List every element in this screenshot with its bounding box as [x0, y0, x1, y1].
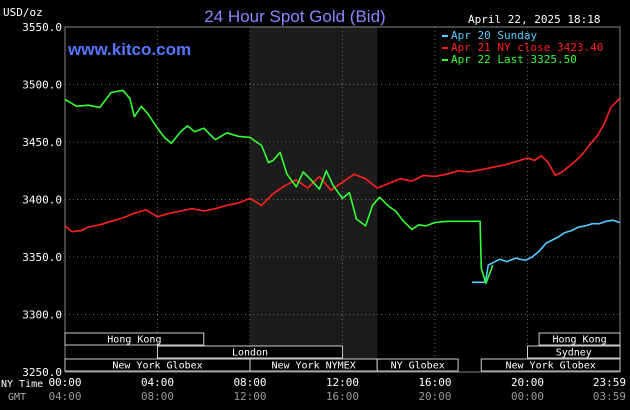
x-tick-gmt: 20:00: [418, 390, 451, 403]
x-tick-ny: 16:00: [418, 376, 451, 389]
session-bar: [527, 345, 621, 359]
y-tick-label: 3450.0: [22, 136, 62, 149]
y-tick-label: 3250.0: [22, 366, 62, 379]
legend-apr20: Apr 20 Sunday: [451, 29, 537, 42]
session-bar: [157, 345, 343, 359]
session-label: New York NYMEX: [271, 361, 355, 372]
session-label: Hong Kong: [552, 335, 606, 346]
x-tick-ny: 00:00: [48, 376, 81, 389]
y-axis-ticks: 3250.0 3300.0 3350.0 3400.0 3450.0 3500.0 3550…: [22, 21, 62, 379]
legend-apr22: Apr 22 Last 3325.50: [451, 53, 577, 66]
session-label: New York Globex: [505, 361, 595, 372]
y-tick-label: 3300.0: [22, 309, 62, 322]
y-tick-label: 3500.0: [22, 79, 62, 92]
legend-swatch-apr22: [442, 59, 448, 61]
session-label: NY Globex: [391, 361, 445, 372]
x-axis-ticks: 00:00 04:00 08:00 12:00 16:00 20:00 23:5904:00…: [48, 376, 626, 403]
session-label: Hong Kong: [107, 335, 161, 346]
market-sessions: Hong Kong London New York Globex New York N…: [64, 332, 621, 372]
y-tick-label: 3350.0: [22, 251, 62, 264]
x-tick-gmt: 03:59: [593, 390, 626, 403]
gmt-label: GMT: [8, 392, 26, 403]
x-tick-ny: 20:00: [511, 376, 544, 389]
session-label: London: [232, 348, 268, 359]
x-tick-ny: 12:00: [326, 376, 359, 389]
x-tick-gmt: 12:00: [233, 390, 266, 403]
y-tick-label: 3400.0: [22, 194, 62, 207]
session-bar: [480, 358, 621, 372]
x-tick-gmt: 00:00: [511, 390, 544, 403]
series-line-1: [64, 97, 621, 233]
x-tick-ny: 08:00: [233, 376, 266, 389]
legend-swatch-apr21: [442, 47, 448, 49]
session-label: Sydney: [556, 348, 592, 359]
x-tick-ny: 23:59: [593, 376, 626, 389]
plot-frame: [64, 26, 621, 373]
session-bar: [376, 358, 459, 372]
x-tick-ny: 04:00: [141, 376, 174, 389]
x-tick-gmt: 08:00: [141, 390, 174, 403]
y-tick-label: 3550.0: [22, 21, 62, 34]
legend-apr21: Apr 21 NY close 3423.40: [451, 41, 603, 54]
session-label: New York Globex: [112, 361, 202, 372]
timestamp: April 22, 2025 18:18: [468, 13, 600, 26]
legend-swatch-apr20: [442, 35, 448, 37]
unit-label: USD/oz: [3, 6, 43, 19]
x-tick-gmt: 04:00: [48, 390, 81, 403]
session-bar: [64, 332, 205, 346]
session-bar: [538, 332, 621, 346]
series-layer: [64, 89, 621, 285]
chart-title: 24 Hour Spot Gold (Bid): [204, 7, 385, 26]
ny-time-label: NY Time: [1, 379, 43, 390]
watermark: www.kitco.com: [67, 40, 191, 59]
series-line-0: [472, 219, 621, 284]
series-line-2: [64, 89, 494, 285]
legend: Apr 20 Sunday Apr 21 NY close 3423.40 Ap…: [442, 29, 603, 66]
x-tick-gmt: 16:00: [326, 390, 359, 403]
